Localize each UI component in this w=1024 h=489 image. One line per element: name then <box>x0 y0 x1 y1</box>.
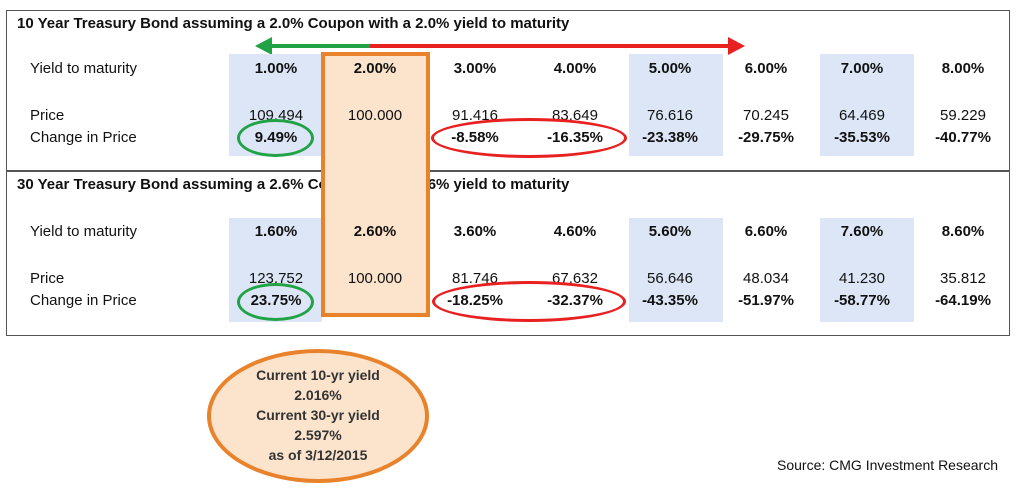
bond30-ytm-cell: 4.60% <box>553 223 597 240</box>
par-yield-highlight <box>321 52 430 317</box>
bond10-ytm-cell: 6.00% <box>744 60 788 77</box>
shaded-column <box>629 218 723 322</box>
shaded-column <box>820 54 914 156</box>
callout-line-5: as of 3/12/2015 <box>268 447 368 463</box>
source-note: Source: CMG Investment Research <box>777 457 998 473</box>
bond10-price-label: Price <box>30 107 65 124</box>
bond10-change-cell: -35.53% <box>834 129 890 146</box>
bond30-ytm-cell: 7.60% <box>840 223 884 240</box>
positive-change-oval-10y <box>237 119 314 157</box>
bond30-change-cell: -51.97% <box>738 292 794 309</box>
bond30-ytm-cell: 2.60% <box>353 223 397 240</box>
bond30-change-cell: -64.19% <box>935 292 991 309</box>
bond10-change-cell: -29.75% <box>738 129 794 146</box>
bond10-change-label: Change in Price <box>30 129 137 146</box>
callout-line-2: 2.016% <box>294 387 342 403</box>
bond30-price-label: Price <box>30 270 65 287</box>
bond30-ytm-cell: 6.60% <box>744 223 788 240</box>
callout-line-3: Current 30-yr yield <box>256 407 380 423</box>
bond10-ytm-cell: 5.00% <box>648 60 692 77</box>
negative-change-oval-10y <box>431 118 627 158</box>
bond10-title: 10 Year Treasury Bond assuming a 2.0% Co… <box>17 15 570 32</box>
callout-line-4: 2.597% <box>294 427 342 443</box>
bond30-ytm-cell: 5.60% <box>648 223 692 240</box>
bond10-ytm-cell: 1.00% <box>254 60 298 77</box>
bond10-price-cell: 70.245 <box>743 107 789 124</box>
bond30-price-cell: 123.752 <box>248 270 304 287</box>
bond30-ytm-cell: 1.60% <box>254 223 298 240</box>
bond30-price-cell: 35.812 <box>940 270 986 287</box>
bond10-change-cell: -40.77% <box>935 129 991 146</box>
positive-change-oval-30y <box>237 283 314 321</box>
bond30-change-label: Change in Price <box>30 292 137 309</box>
bond10-change-cell: -23.38% <box>642 129 698 146</box>
bond30-price-cell: 100.000 <box>347 270 403 287</box>
bond10-price-cell: 59.229 <box>940 107 986 124</box>
bond30-ytm-label: Yield to maturity <box>30 223 137 240</box>
bond10-ytm-cell: 2.00% <box>353 60 397 77</box>
bond30-change-cell: -58.77% <box>834 292 890 309</box>
bond10-price-cell: 64.469 <box>839 107 885 124</box>
bond30-ytm-cell: 8.60% <box>941 223 985 240</box>
bond30-price-cell: 56.646 <box>647 270 693 287</box>
bond30-change-cell: -43.35% <box>642 292 698 309</box>
shaded-column <box>629 54 723 156</box>
bond30-ytm-cell: 3.60% <box>453 223 497 240</box>
bond10-ytm-label: Yield to maturity <box>30 60 137 77</box>
bond10-ytm-cell: 7.00% <box>840 60 884 77</box>
bond30-price-cell: 41.230 <box>839 270 885 287</box>
bond30-title: 30 Year Treasury Bond assuming a 2.6% Co… <box>17 176 570 193</box>
bond10-ytm-cell: 4.00% <box>553 60 597 77</box>
current-yield-callout: Current 10-yr yield 2.016% Current 30-yr… <box>207 349 429 483</box>
bond10-price-cell: 76.616 <box>647 107 693 124</box>
negative-change-oval-30y <box>432 281 626 322</box>
callout-line-1: Current 10-yr yield <box>256 367 380 383</box>
bond10-ytm-cell: 8.00% <box>941 60 985 77</box>
shaded-column <box>820 218 914 322</box>
bond10-ytm-cell: 3.00% <box>453 60 497 77</box>
bond30-price-cell: 48.034 <box>743 270 789 287</box>
bond10-price-cell: 100.000 <box>347 107 403 124</box>
